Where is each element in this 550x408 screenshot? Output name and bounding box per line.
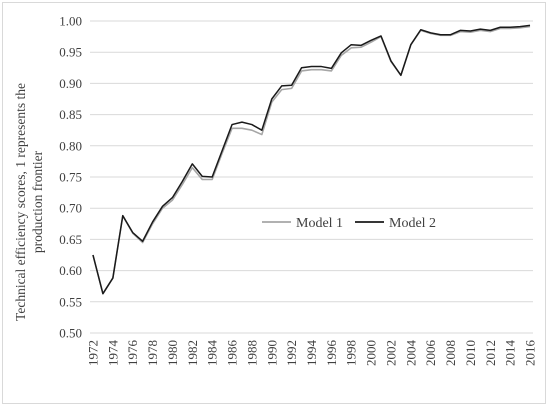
- x-tick-label: 1988: [244, 340, 259, 366]
- x-tick-label: 2000: [364, 340, 379, 366]
- chart-frame: [2, 2, 546, 404]
- x-tick-label: 1974: [105, 340, 120, 367]
- x-tick-label: 2008: [443, 340, 458, 366]
- x-axis-ticks: 1972 1974 1976 1978 1980 1982 1984 1986 1988 1990…: [85, 340, 537, 367]
- x-tick-label: 1984: [205, 340, 220, 367]
- legend: Model 1 Model 2: [262, 216, 436, 231]
- y-axis-title: Technical efficiency scores, 1 represent…: [13, 83, 45, 321]
- x-tick-label: 2004: [403, 340, 418, 367]
- x-tick-label: 2012: [483, 340, 498, 366]
- y-tick-label: 0.60: [59, 263, 82, 278]
- y-tick-label: 1.00: [59, 14, 82, 29]
- y-tick-label: 0.65: [59, 232, 82, 247]
- x-tick-label: 2016: [523, 340, 538, 367]
- x-tick-label: 1990: [264, 340, 279, 366]
- y-tick-label: 0.80: [59, 138, 82, 153]
- x-tick-label: 1994: [304, 340, 319, 367]
- x-tick-label: 1982: [185, 340, 200, 366]
- y-tick-label: 0.50: [59, 326, 82, 341]
- y-axis-title-line-2: production frontier: [30, 150, 45, 253]
- x-tick-label: 1986: [225, 340, 240, 367]
- y-tick-label: 0.70: [59, 201, 82, 216]
- x-tick-label: 1978: [145, 340, 160, 366]
- series-lines: [92, 24, 531, 295]
- gridlines: [90, 20, 533, 334]
- x-tick-label: 1972: [85, 340, 100, 366]
- x-tick-label: 2002: [383, 340, 398, 366]
- x-tick-label: 1980: [165, 340, 180, 366]
- series-line-model-1: [92, 25, 531, 295]
- x-tick-label: 1976: [125, 340, 140, 367]
- x-tick-label: 2014: [503, 340, 518, 367]
- y-tick-label: 0.90: [59, 76, 82, 91]
- x-tick-label: 1992: [284, 340, 299, 366]
- x-tick-label: 2006: [423, 340, 438, 367]
- x-tick-label: 2010: [463, 340, 478, 366]
- legend-label: Model 1: [296, 216, 343, 231]
- y-tick-label: 0.85: [59, 107, 82, 122]
- legend-label: Model 2: [389, 216, 436, 231]
- x-tick-label: 1996: [324, 340, 339, 367]
- x-tick-label: 1998: [344, 340, 359, 366]
- y-tick-label: 0.55: [59, 294, 82, 309]
- y-axis-ticks: 0.50 0.55 0.60 0.65 0.70 0.75 0.80 0.85 0.90 0.95…: [59, 14, 82, 341]
- y-tick-label: 0.75: [59, 170, 82, 185]
- y-axis-title-line-1: Technical efficiency scores, 1 represent…: [13, 83, 28, 321]
- series-line-model-2: [92, 24, 531, 295]
- y-tick-label: 0.95: [59, 45, 82, 60]
